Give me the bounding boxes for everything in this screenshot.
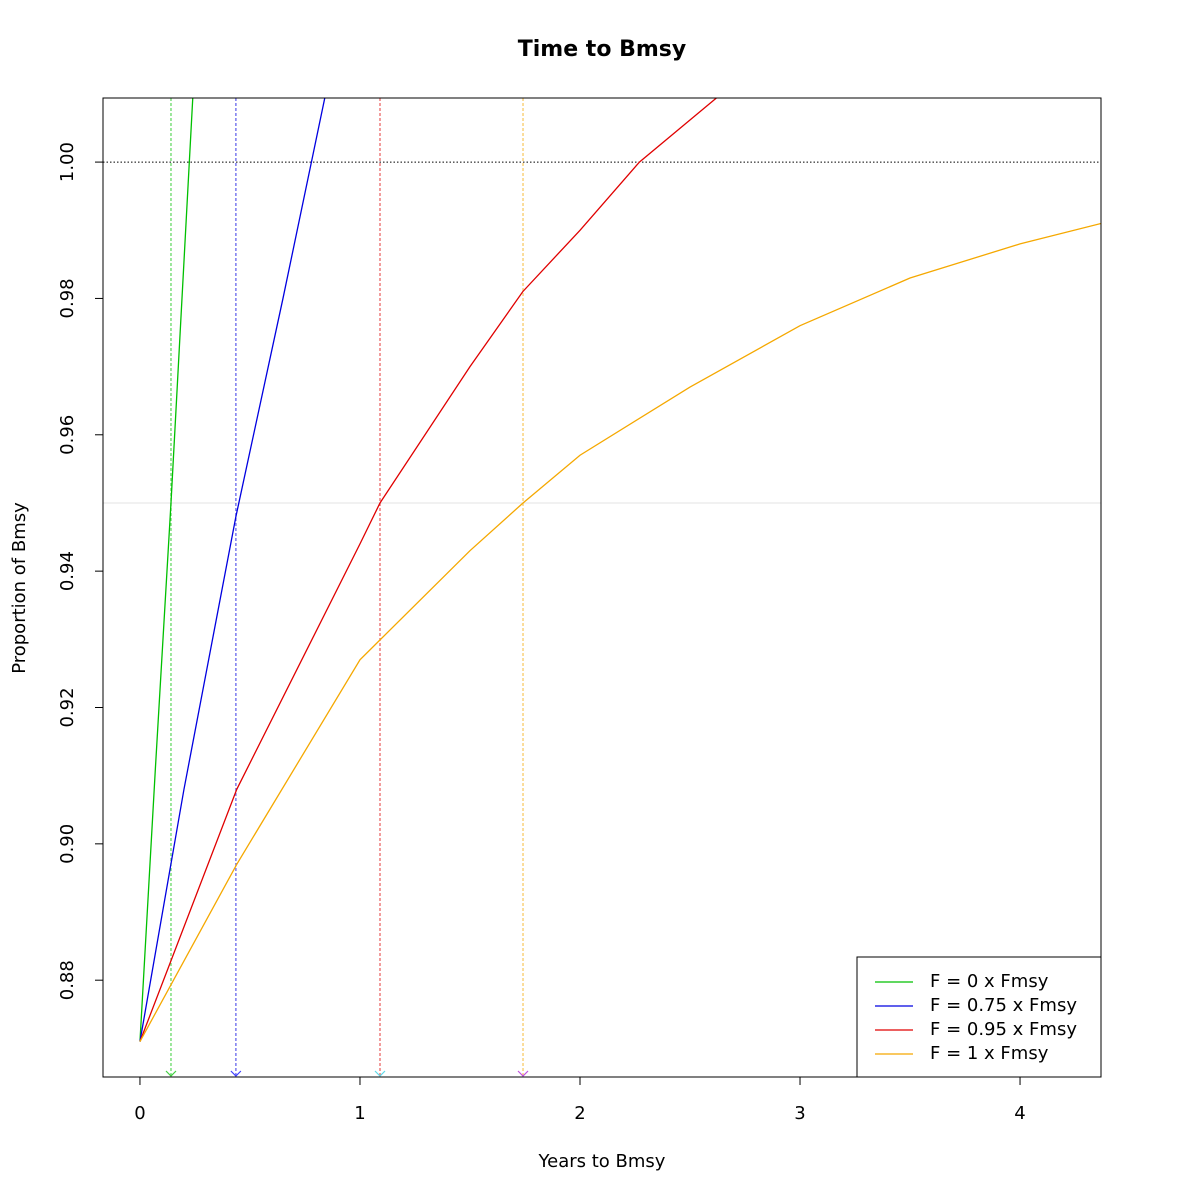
x-tick-label: 4	[1014, 1103, 1025, 1124]
y-tick-label: 0.92	[57, 687, 78, 727]
y-tick-label: 0.88	[57, 960, 78, 1000]
series-line	[139, 98, 717, 1042]
series-line	[139, 222, 1101, 1042]
x-tick-label: 3	[794, 1103, 805, 1124]
x-tick-label: 2	[574, 1103, 585, 1124]
legend-label: F = 1 x Fmsy	[930, 1043, 1049, 1064]
legend-box	[856, 956, 1102, 1078]
time-marker-arrow	[230, 1070, 242, 1077]
x-axis-label: Years to Bmsy	[538, 1151, 666, 1172]
legend-label: F = 0.95 x Fmsy	[930, 1019, 1077, 1040]
x-tick-label: 0	[134, 1103, 145, 1124]
plot-area	[103, 98, 1101, 1077]
y-axis-label: Proportion of Bmsy	[9, 502, 30, 674]
y-tick-label: 0.90	[57, 824, 78, 864]
y-tick-label: 0.94	[57, 551, 78, 591]
y-tick-label: 0.98	[57, 278, 78, 318]
y-tick-label: 1.00	[57, 142, 78, 182]
x-tick-label: 1	[354, 1103, 365, 1124]
series-line	[139, 98, 194, 1042]
series-line	[139, 98, 326, 1042]
chart-title: Time to Bmsy	[518, 37, 686, 62]
legend-label: F = 0.75 x Fmsy	[930, 995, 1077, 1016]
y-tick-label: 0.96	[57, 415, 78, 455]
plot-frame	[102, 97, 1102, 1078]
time-marker-arrow	[165, 1070, 177, 1077]
time-marker-arrow	[374, 1070, 386, 1077]
legend-label: F = 0 x Fmsy	[930, 971, 1049, 992]
time-marker-arrow	[517, 1070, 529, 1077]
